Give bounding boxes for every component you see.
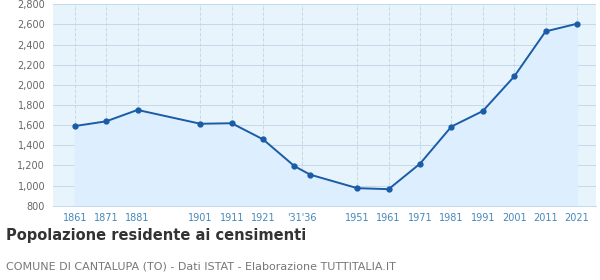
Text: COMUNE DI CANTALUPA (TO) - Dati ISTAT - Elaborazione TUTTITALIA.IT: COMUNE DI CANTALUPA (TO) - Dati ISTAT - … [6, 262, 396, 272]
Text: Popolazione residente ai censimenti: Popolazione residente ai censimenti [6, 228, 306, 243]
